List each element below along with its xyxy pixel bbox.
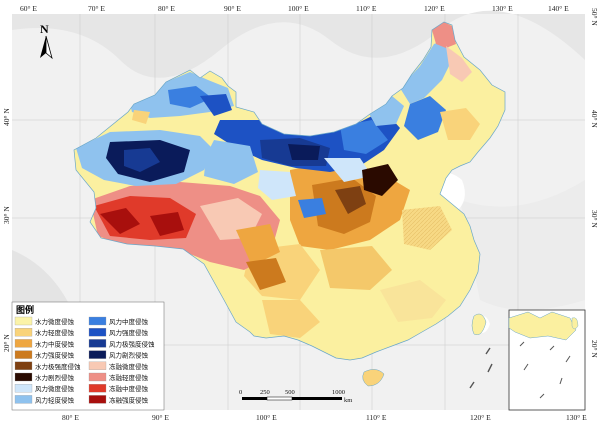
tick-bottom-5: 130° E <box>566 413 587 422</box>
legend-title: 图例 <box>16 304 34 315</box>
scale-label-2: 500 <box>285 389 295 396</box>
china-coastline <box>73 21 506 361</box>
scale-seg-1 <box>242 397 267 400</box>
relief-shade-east <box>460 180 585 310</box>
legend-label: 风力极强度侵蚀 <box>109 339 155 348</box>
inset-coast <box>508 311 577 341</box>
tick-bottom-2: 100° E <box>256 413 277 422</box>
legend-swatch <box>88 361 107 370</box>
legend-swatch <box>14 395 33 404</box>
left-tick-labels: 40° N 30° N 20° N <box>2 108 11 352</box>
tick-top-3: 90° E <box>224 4 241 13</box>
legend-label: 冻融强度侵蚀 <box>109 395 149 404</box>
bottom-tick-labels: 80° E 90° E 100° E 110° E 120° E 130° E <box>62 413 587 422</box>
top-tick-labels: 60° E 70° E 80° E 90° E 100° E 110° E 12… <box>20 4 569 13</box>
inset-dashes <box>519 341 571 399</box>
legend-swatch <box>14 316 33 326</box>
legend-label: 水力极强度侵蚀 <box>35 362 81 371</box>
tick-top-2: 80° E <box>158 4 175 13</box>
legend-label: 冻融中度侵蚀 <box>109 384 149 393</box>
legend-label: 水力强度侵蚀 <box>35 351 75 360</box>
tick-top-0: 60° E <box>20 4 37 13</box>
legend-label: 风力剧烈侵蚀 <box>109 351 149 360</box>
south-sea-inset <box>508 309 586 411</box>
tick-left-0: 40° N <box>2 108 11 126</box>
scale-bar: 0 250 500 1000 km <box>239 389 352 404</box>
tick-right-3: 20° N <box>590 340 599 358</box>
scale-label-0: 0 <box>239 389 242 396</box>
tick-bottom-4: 120° E <box>470 413 491 422</box>
tick-left-2: 20° N <box>2 334 11 352</box>
tick-right-1: 40° N <box>590 110 599 128</box>
north-label: N <box>40 22 49 36</box>
tick-top-6: 120° E <box>424 4 445 13</box>
tick-top-4: 100° E <box>288 4 309 13</box>
legend-label: 冻融轻度侵蚀 <box>109 373 149 382</box>
erosion-mosaic <box>74 22 505 360</box>
tick-top-7: 130° E <box>492 4 513 13</box>
inset-taiwan <box>571 317 579 330</box>
legend-swatch <box>88 316 107 326</box>
legend-label: 风力轻度侵蚀 <box>35 395 75 404</box>
scale-seg-2 <box>266 396 293 401</box>
scale-label-3: 1000 <box>332 389 345 396</box>
legend-swatch <box>88 372 107 382</box>
tick-right-0: 50° N <box>590 8 599 26</box>
legend-swatch <box>14 328 33 337</box>
legend-swatch <box>14 372 33 382</box>
legend: 图例 水力微度侵蚀水力轻度侵蚀水力中度侵蚀水力强度侵蚀水力极强度侵蚀水力剧烈侵蚀… <box>11 301 165 411</box>
legend-label: 水力剧烈侵蚀 <box>35 373 75 382</box>
tick-left-1: 30° N <box>2 206 11 224</box>
legend-label: 风力中度侵蚀 <box>109 317 149 326</box>
scale-label-1: 250 <box>260 389 270 396</box>
legend-swatch <box>14 384 33 393</box>
tick-top-1: 70° E <box>88 4 105 13</box>
taiwan-island <box>471 313 487 335</box>
legend-label: 冻融微度侵蚀 <box>109 362 149 371</box>
legend-swatch <box>14 361 33 370</box>
right-tick-labels: 50° N 40° N 30° N 20° N <box>590 8 599 358</box>
legend-label: 水力中度侵蚀 <box>35 339 75 348</box>
tick-top-5: 110° E <box>356 4 377 13</box>
legend-box <box>11 301 165 411</box>
legend-swatch <box>88 395 107 404</box>
legend-label: 风力微度侵蚀 <box>35 384 75 393</box>
north-arrow-left-half <box>40 36 46 58</box>
north-arrow: N <box>40 22 53 60</box>
south-sea-dashes <box>469 347 493 389</box>
north-arrow-right-half <box>45 35 53 60</box>
legend-swatch <box>88 339 107 348</box>
legend-swatch <box>88 384 107 393</box>
tick-top-8: 140° E <box>548 4 569 13</box>
tick-right-2: 30° N <box>590 210 599 228</box>
tick-bottom-3: 110° E <box>366 413 387 422</box>
legend-swatch <box>88 328 107 337</box>
legend-swatch <box>14 350 33 359</box>
legend-label: 水力微度侵蚀 <box>35 317 75 326</box>
scale-unit: km <box>344 397 352 404</box>
legend-label: 水力轻度侵蚀 <box>35 328 75 337</box>
scale-seg-3 <box>292 397 342 400</box>
legend-swatch <box>88 350 107 359</box>
tick-bottom-0: 80° E <box>62 413 79 422</box>
legend-label: 风力强度侵蚀 <box>109 328 149 337</box>
hainan-island <box>362 369 385 387</box>
legend-swatch <box>14 339 33 348</box>
tick-bottom-1: 90° E <box>152 413 169 422</box>
legend-items: 水力微度侵蚀水力轻度侵蚀水力中度侵蚀水力强度侵蚀水力极强度侵蚀水力剧烈侵蚀风力微… <box>14 316 155 404</box>
